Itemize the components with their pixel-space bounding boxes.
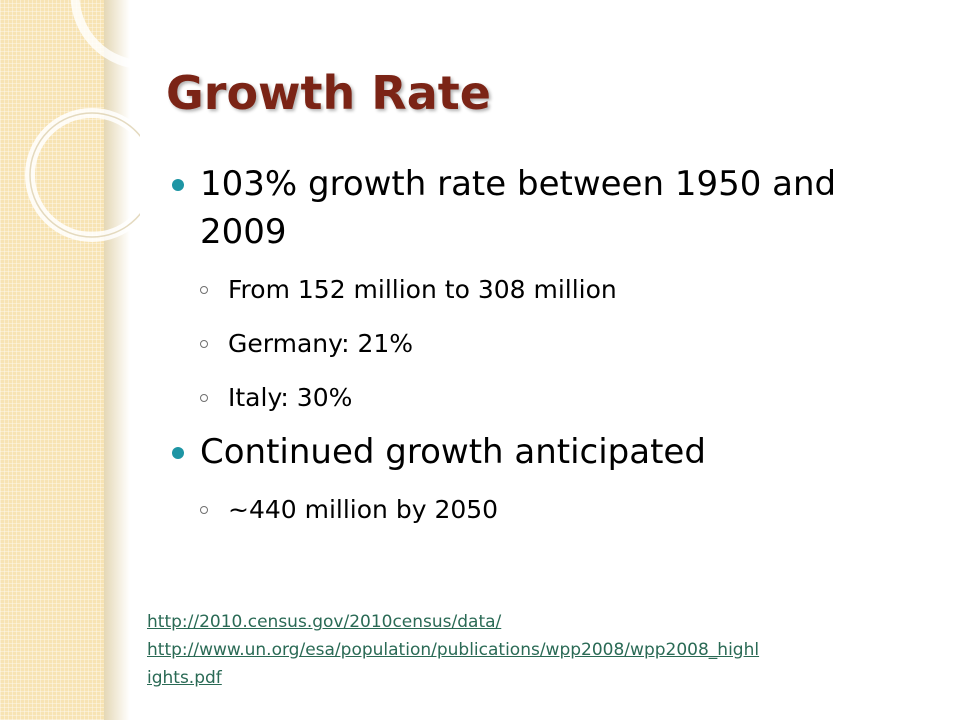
- un-source-link[interactable]: http://www.un.org/esa/population/publica…: [147, 640, 760, 660]
- sub-bullet-ring-icon: [200, 506, 208, 514]
- sub-bullet-text: Germany: 21%: [228, 329, 414, 358]
- bullet-item: 103% growth rate between 1950 and 2009: [170, 160, 890, 256]
- census-source-link[interactable]: http://2010.census.gov/2010census/data/: [147, 612, 502, 632]
- bullet-list: 103% growth rate between 1950 and 2009 F…: [170, 160, 890, 530]
- sub-bullet-item: From 152 million to 308 million: [170, 270, 890, 310]
- decorative-circles-icon: [25, 0, 140, 242]
- sub-bullet-text: ~440 million by 2050: [228, 495, 499, 524]
- sub-bullet-ring-icon: [200, 286, 208, 294]
- slide-title: Growth Rate: [166, 66, 491, 120]
- bullet-dot-icon: [172, 447, 184, 459]
- sub-bullet-ring-icon: [200, 394, 208, 402]
- bullet-dot-icon: [172, 179, 184, 191]
- bullet-text: 103% growth rate between 1950 and 2009: [200, 164, 837, 252]
- sub-bullet-item: Germany: 21%: [170, 324, 890, 364]
- source-links: http://2010.census.gov/2010census/data/ …: [147, 608, 927, 692]
- sub-bullet-item: Italy: 30%: [170, 378, 890, 418]
- sub-bullet-item: ~440 million by 2050: [170, 490, 890, 530]
- bullet-item: Continued growth anticipated: [170, 428, 890, 476]
- un-source-link-continued[interactable]: ights.pdf: [147, 668, 222, 688]
- sub-bullet-text: From 152 million to 308 million: [228, 275, 617, 304]
- sub-bullet-text: Italy: 30%: [228, 383, 353, 412]
- sub-bullet-ring-icon: [200, 340, 208, 348]
- bullet-text: Continued growth anticipated: [200, 432, 706, 472]
